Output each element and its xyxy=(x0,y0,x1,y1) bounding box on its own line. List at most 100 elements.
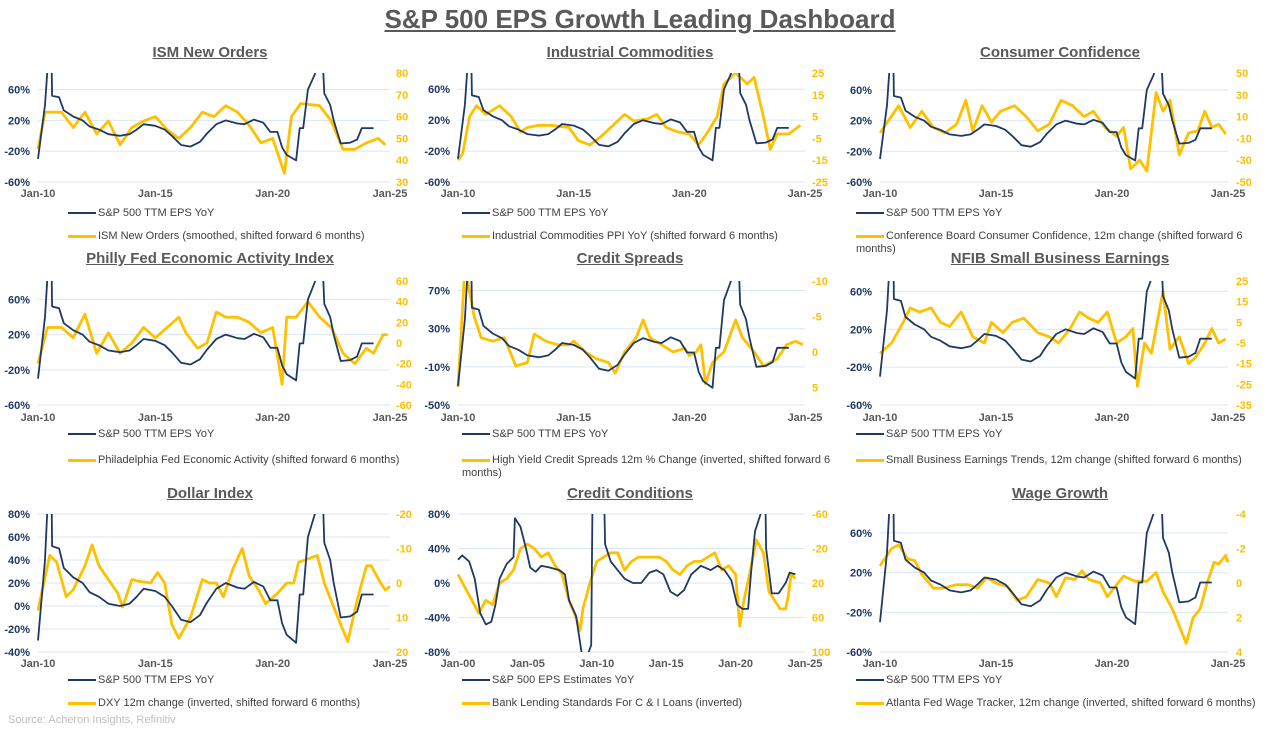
x-axis-tick-label: Jan-25 xyxy=(1211,412,1246,424)
legend-swatch xyxy=(856,701,884,705)
right-axis-tick-label: -15 xyxy=(1236,359,1252,371)
legend-entry: S&P 500 TTM EPS YoY xyxy=(68,674,478,687)
legend-swatch xyxy=(462,234,490,238)
eps-series-line xyxy=(37,73,374,162)
right-axis-tick-label: 0 xyxy=(396,338,402,350)
x-axis-tick-label: Jan-20 xyxy=(672,412,707,424)
right-axis-tick-label: 0 xyxy=(812,347,818,359)
right-axis-tick-label: -50 xyxy=(1236,177,1252,189)
right-axis-tick-label: 25 xyxy=(1236,276,1248,288)
legend-label: S&P 500 TTM EPS YoY xyxy=(492,428,609,440)
x-axis-tick-label: Jan-10 xyxy=(21,412,56,424)
legend-label: S&P 500 TTM EPS YoY xyxy=(886,428,1003,440)
chart-panel-nfib: 60% 20% -20% -60% 25 15 5 -5 -15 -25 -35 Jan-10 Jan-… xyxy=(846,276,1252,424)
left-axis-tick-label: -60% xyxy=(4,177,30,189)
panel-title-text: Consumer Confidence xyxy=(979,44,1141,61)
right-axis-tick-label: 80 xyxy=(396,68,408,80)
x-axis-tick-label: Jan-10 xyxy=(441,412,476,424)
legend-swatch xyxy=(68,234,96,238)
left-axis-tick-label: 70% xyxy=(428,286,450,298)
right-axis-tick-label: 100 xyxy=(812,647,830,659)
left-axis-tick-label: 20% xyxy=(8,115,30,127)
indicator-series-line xyxy=(879,289,1227,388)
legend-swatch xyxy=(856,433,884,436)
indicator-series-line xyxy=(36,102,387,175)
left-axis-tick-label: -80% xyxy=(424,647,450,659)
left-axis-tick-label: 20% xyxy=(8,578,30,590)
left-axis-tick-label: -50% xyxy=(424,400,450,412)
right-axis-tick-label: 70 xyxy=(396,90,408,102)
left-axis-tick-label: -60% xyxy=(846,400,872,412)
right-axis-tick-label: 30 xyxy=(396,177,408,189)
left-axis-tick-label: 20% xyxy=(850,324,872,336)
chart-panel-credit: 80% 40% 0% -40% -80% -60 -20 20 60 100 Jan-00 Jan-0… xyxy=(424,509,830,670)
right-axis-tick-label: -5 xyxy=(1236,338,1246,350)
left-axis-tick-label: -20% xyxy=(846,607,872,619)
left-axis-tick-label: 40% xyxy=(428,544,450,556)
legend-label: S&P 500 TTM EPS YoY xyxy=(886,207,1003,219)
left-axis-tick-label: 0% xyxy=(434,578,450,590)
left-axis-tick-label: 20% xyxy=(428,115,450,127)
right-axis-tick-label: -60 xyxy=(396,400,412,412)
legend-entry: Philadelphia Fed Economic Activity (shif… xyxy=(68,454,478,467)
right-axis-tick-label: 5 xyxy=(1236,317,1242,329)
legend-entry: S&P 500 TTM EPS YoY xyxy=(856,207,1266,220)
left-axis-tick-label: -60% xyxy=(846,177,872,189)
legend-entry: High Yield Credit Spreads 12m % Change (… xyxy=(462,454,872,480)
legend-swatch xyxy=(856,458,884,462)
left-axis-tick-label: 80% xyxy=(428,509,450,521)
right-axis-tick-label: -60 xyxy=(812,509,828,521)
left-axis-tick-label: -20% xyxy=(4,624,30,636)
right-axis-tick-label: 60 xyxy=(812,613,824,625)
legend-swatch xyxy=(462,701,490,705)
chart-panel-ism: 60% 20% -20% -60% 80 70 60 50 40 30 Jan-10 Jan-15 Ja… xyxy=(4,68,408,200)
x-axis-tick-label: Jan-10 xyxy=(21,188,56,200)
legend-label: S&P 500 TTM EPS YoY xyxy=(98,207,215,219)
x-axis-tick-label: Jan-20 xyxy=(718,658,753,670)
left-axis-tick-label: 60% xyxy=(428,84,450,96)
panel-title: Industrial Commodities xyxy=(430,44,830,61)
right-axis-tick-label: 2 xyxy=(1236,613,1242,625)
legend-entry: S&P 500 TTM EPS YoY xyxy=(856,674,1266,687)
right-axis-tick-label: -25 xyxy=(1236,379,1252,391)
right-axis-tick-label: -40 xyxy=(396,379,412,391)
legend-entry: Industrial Commodities PPI YoY (shifted … xyxy=(462,230,872,243)
left-axis-tick-label: -20% xyxy=(846,362,872,374)
left-axis-tick-label: -10% xyxy=(424,362,450,374)
left-axis-tick-label: -60% xyxy=(4,400,30,412)
right-axis-tick-label: 15 xyxy=(1236,297,1248,309)
x-axis-tick-label: Jan-15 xyxy=(556,412,591,424)
panel-title: Credit Conditions xyxy=(430,485,830,502)
legend-label: Conference Board Consumer Confidence, 12… xyxy=(856,230,1243,255)
chart-panel-philly: 60% 20% -20% -60% 60 40 20 0 -20 -40 -60 Jan-10 Jan-… xyxy=(4,276,412,424)
legend-swatch xyxy=(856,679,884,682)
legend-swatch xyxy=(68,458,96,462)
right-axis-tick-label: 0 xyxy=(1236,578,1242,590)
panel-title: ISM New Orders xyxy=(10,44,410,61)
x-axis-tick-label: Jan-25 xyxy=(373,412,408,424)
left-axis-tick-label: 0% xyxy=(14,601,30,613)
right-axis-tick-label: 20 xyxy=(396,317,408,329)
legend-label: S&P 500 EPS Estimates YoY xyxy=(492,674,635,686)
legend-swatch xyxy=(856,212,884,215)
right-axis-tick-label: 0 xyxy=(396,578,402,590)
panel-title-text: Wage Growth xyxy=(1011,485,1109,502)
x-axis-tick-label: Jan-25 xyxy=(788,412,823,424)
panel-title: Credit Spreads xyxy=(430,250,830,267)
right-axis-tick-label: 60 xyxy=(396,276,408,288)
legend-label: Philadelphia Fed Economic Activity (shif… xyxy=(98,454,400,466)
panel-title: Wage Growth xyxy=(860,485,1260,502)
eps-series-line xyxy=(37,514,374,644)
left-axis-tick-label: 30% xyxy=(428,324,450,336)
legend-label: DXY 12m change (inverted, shifted forwar… xyxy=(98,697,361,709)
left-axis-tick-label: 60% xyxy=(8,532,30,544)
left-axis-tick-label: 60% xyxy=(850,286,872,298)
chart-panel-spreads: 70% 30% -10% -50% -10 -5 0 5 Jan-10 Jan-15 Jan-20 J… xyxy=(424,276,828,424)
right-axis-tick-label: 4 xyxy=(1236,647,1243,659)
legend-label: S&P 500 TTM EPS YoY xyxy=(886,674,1003,686)
panel-title-text: Philly Fed Economic Activity Index xyxy=(86,250,334,267)
legend-label: Atlanta Fed Wage Tracker, 12m change (in… xyxy=(886,697,1256,709)
panel-title: Dollar Index xyxy=(10,485,410,502)
x-axis-tick-label: Jan-15 xyxy=(138,412,173,424)
panel-title-text: ISM New Orders xyxy=(152,44,268,61)
